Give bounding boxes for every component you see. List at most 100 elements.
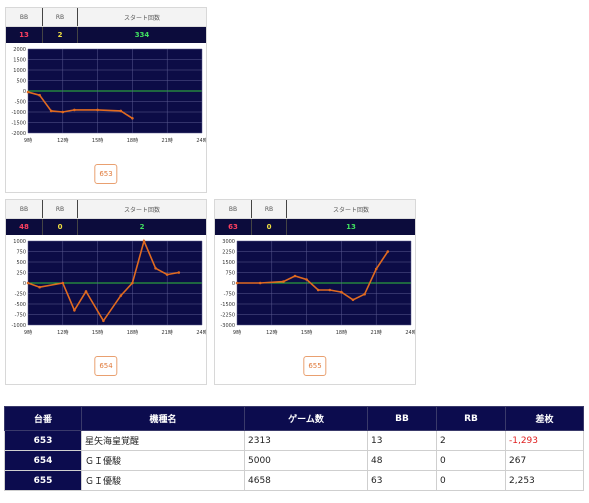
x-tick-label: 12時	[57, 138, 68, 144]
x-tick-label: 9時	[24, 330, 32, 336]
header-rb: RB	[43, 8, 78, 26]
header-bb: BB	[367, 406, 437, 431]
data-point	[351, 298, 355, 302]
card-header: BB RB スタート回数	[215, 200, 415, 219]
card-values: 13 2 334	[6, 27, 206, 43]
data-point	[61, 281, 65, 285]
y-tick-label: 0	[23, 89, 26, 95]
y-tick-label: 1000	[13, 239, 26, 245]
header-start: スタート回数	[123, 206, 160, 214]
y-tick-label: 1000	[13, 68, 26, 74]
y-tick-label: 250	[16, 271, 26, 277]
bb-count: 48	[367, 450, 437, 471]
y-tick-label: 1500	[13, 58, 26, 64]
header-diff: 差枚	[505, 406, 584, 431]
diff-value: 267	[505, 450, 584, 471]
slump-chart: 2000 1500 1000 500 0 -500 -1000 -1500 -2000 9時 12時…	[6, 43, 206, 153]
machine-number-button[interactable]: 653	[94, 164, 118, 184]
diff-value: 2,253	[505, 470, 584, 491]
series-line	[237, 251, 389, 301]
table-row: 654 ＧＩ優駿 5000 48 0 267	[4, 450, 584, 471]
bb-count: 13	[367, 430, 437, 451]
x-tick-label: 21時	[162, 138, 173, 144]
data-point	[340, 290, 343, 294]
header-rb: RB	[43, 200, 78, 218]
data-point	[305, 278, 308, 281]
data-point	[235, 281, 239, 285]
table-row: 655 ＧＩ優駿 4658 63 0 2,253	[4, 470, 584, 491]
value-bb: 48	[6, 219, 43, 235]
x-tick-label: 24時	[196, 138, 206, 144]
card-header: BB RB スタート回数	[6, 8, 206, 27]
y-tick-label: -1500	[220, 302, 235, 308]
machine-number-button[interactable]: 654	[94, 356, 118, 376]
y-tick-label: -1000	[11, 323, 26, 329]
y-tick-label: 750	[16, 250, 26, 256]
data-point	[26, 281, 30, 285]
data-point	[26, 90, 30, 94]
header-machine-number: 台番	[4, 406, 82, 431]
x-tick-label: 24時	[196, 330, 206, 336]
value-rb: 2	[43, 27, 78, 43]
y-tick-label: -1000	[11, 110, 26, 116]
slump-chart: 3000 2250 1500 750 0 -750 -1500 -2250 -3000 9時 12時…	[215, 235, 415, 345]
machine-number: 654	[4, 450, 82, 471]
x-tick-label: 12時	[266, 330, 277, 336]
model-name: 星矢海皇覚醒	[81, 430, 245, 451]
data-point	[363, 292, 366, 296]
data-point	[177, 271, 181, 274]
y-tick-label: 500	[16, 79, 26, 85]
data-point	[73, 309, 76, 312]
y-tick-label: -3000	[220, 323, 235, 329]
header-bb: BB	[6, 8, 43, 26]
y-tick-label: -2000	[11, 131, 26, 137]
y-tick-label: 2250	[222, 250, 235, 256]
y-tick-label: 2000	[13, 47, 26, 53]
y-tick-label: -500	[15, 100, 26, 106]
value-start: 13	[346, 223, 356, 231]
card-values: 48 0 2	[6, 219, 206, 235]
y-tick-label: 750	[225, 271, 235, 277]
x-tick-label: 24時	[405, 330, 415, 336]
data-point	[142, 239, 146, 243]
machine-number-button[interactable]: 655	[303, 356, 327, 376]
machine-number: 653	[4, 430, 82, 451]
value-start: 2	[139, 223, 145, 231]
x-tick-label: 15時	[92, 138, 103, 144]
game-count: 5000	[244, 450, 368, 471]
data-point	[258, 281, 262, 285]
header-rb: RB	[436, 406, 506, 431]
game-count: 4658	[244, 470, 368, 491]
value-bb: 13	[6, 27, 43, 43]
data-point	[386, 250, 390, 253]
data-point	[73, 108, 76, 112]
machine-card-655: BB RB スタート回数 63 0 13 3000 2250 1500 750 0 -75…	[214, 199, 416, 385]
summary-table: 台番 機種名 ゲーム数 BB RB 差枚 653 星矢海皇覚醒 2313 13 …	[4, 406, 584, 491]
model-name: ＧＩ優駿	[81, 450, 245, 471]
rb-count: 2	[436, 430, 506, 451]
x-tick-label: 15時	[301, 330, 312, 336]
data-point	[282, 280, 285, 283]
data-point	[131, 281, 134, 285]
x-tick-label: 9時	[233, 330, 241, 336]
y-tick-label: 1500	[222, 260, 235, 266]
value-start: 334	[134, 31, 150, 39]
header-start: スタート回数	[123, 14, 160, 22]
x-tick-label: 15時	[92, 330, 103, 336]
value-rb: 0	[252, 219, 287, 235]
model-name: ＧＩ優駿	[81, 470, 245, 491]
data-point	[84, 290, 88, 293]
x-tick-label: 21時	[162, 330, 173, 336]
x-tick-label: 18時	[127, 138, 138, 144]
data-point	[328, 288, 332, 292]
rb-count: 0	[436, 450, 506, 471]
diff-value: -1,293	[505, 430, 584, 451]
value-bb: 63	[215, 219, 252, 235]
data-point	[38, 93, 41, 97]
y-tick-label: 0	[232, 281, 235, 287]
data-point	[316, 288, 320, 292]
rb-count: 0	[436, 470, 506, 491]
slump-chart: 1000 750 500 250 0 -250 -500 -750 -1000 9時 12時 15時 1…	[6, 235, 206, 345]
y-tick-label: 0	[23, 281, 26, 287]
